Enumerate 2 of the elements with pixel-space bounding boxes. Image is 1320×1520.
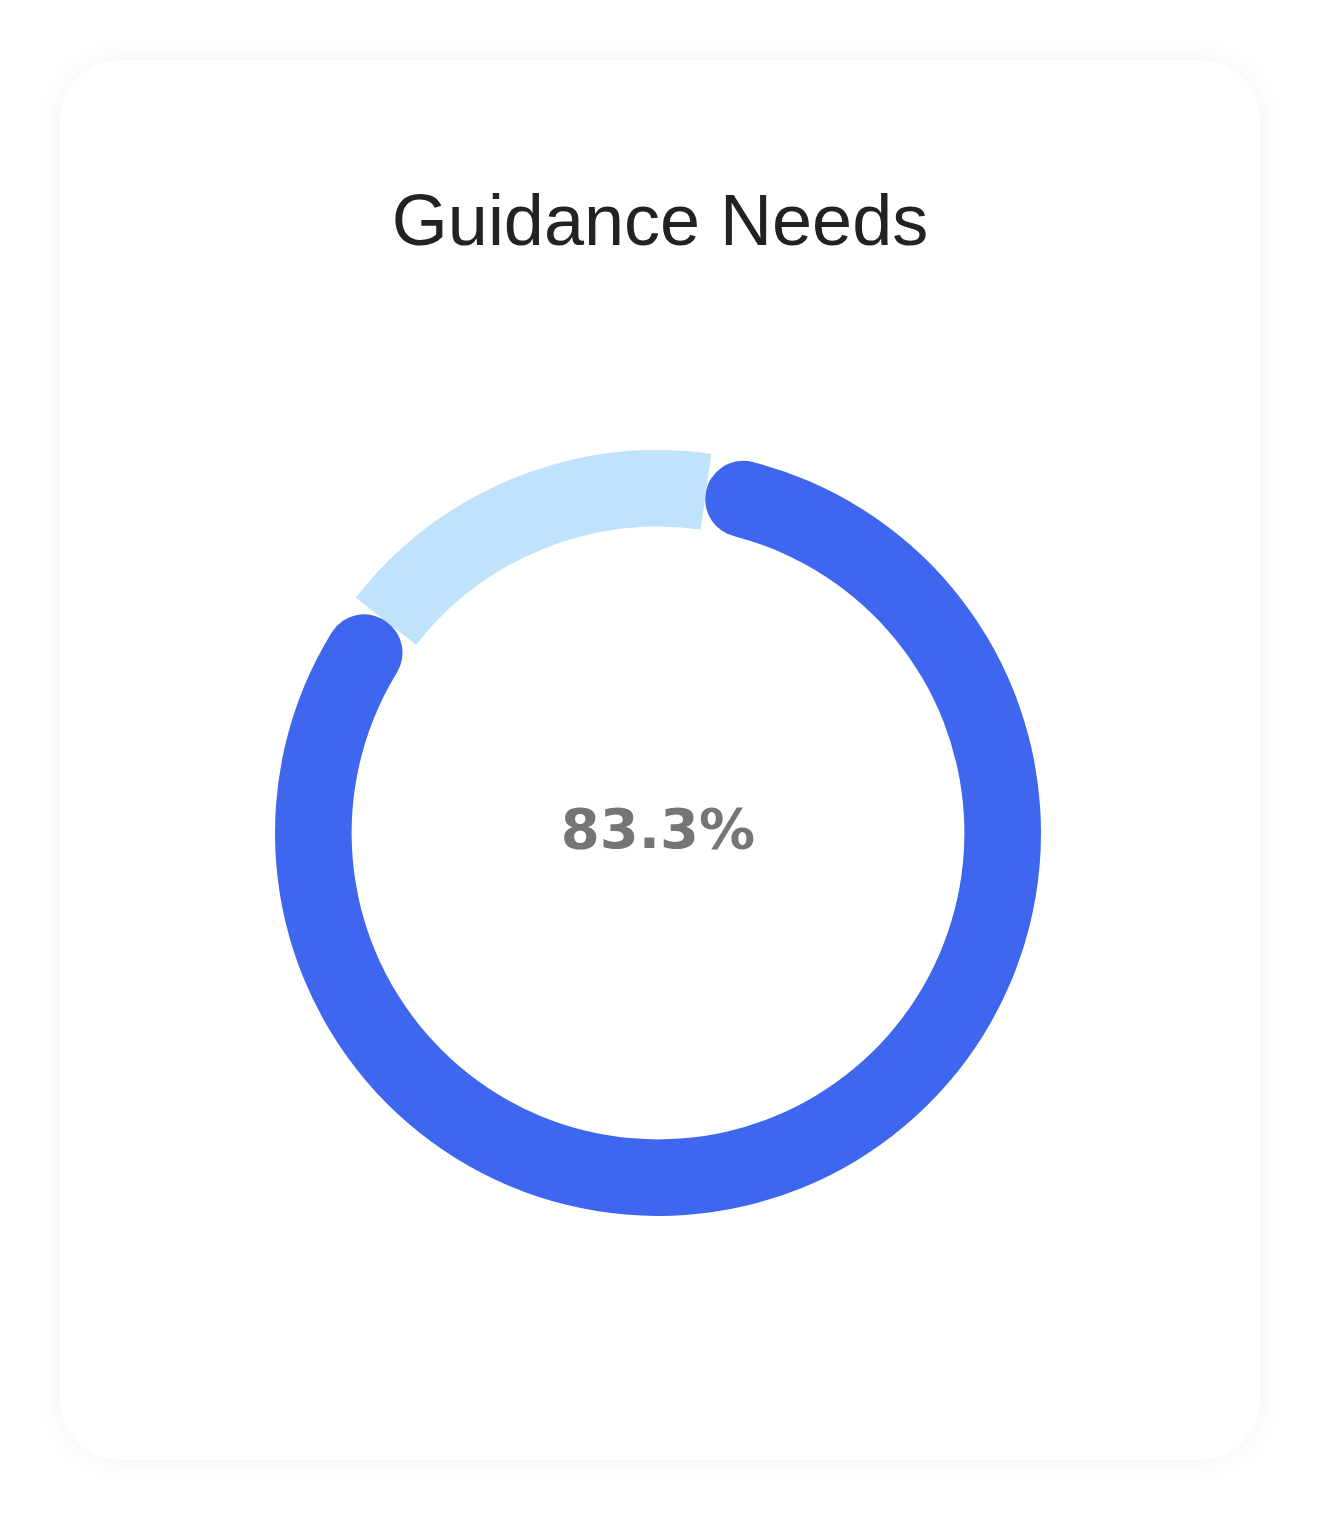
text: 83.3%: [560, 795, 756, 861]
chart-title: Guidance Needs: [390, 179, 930, 262]
